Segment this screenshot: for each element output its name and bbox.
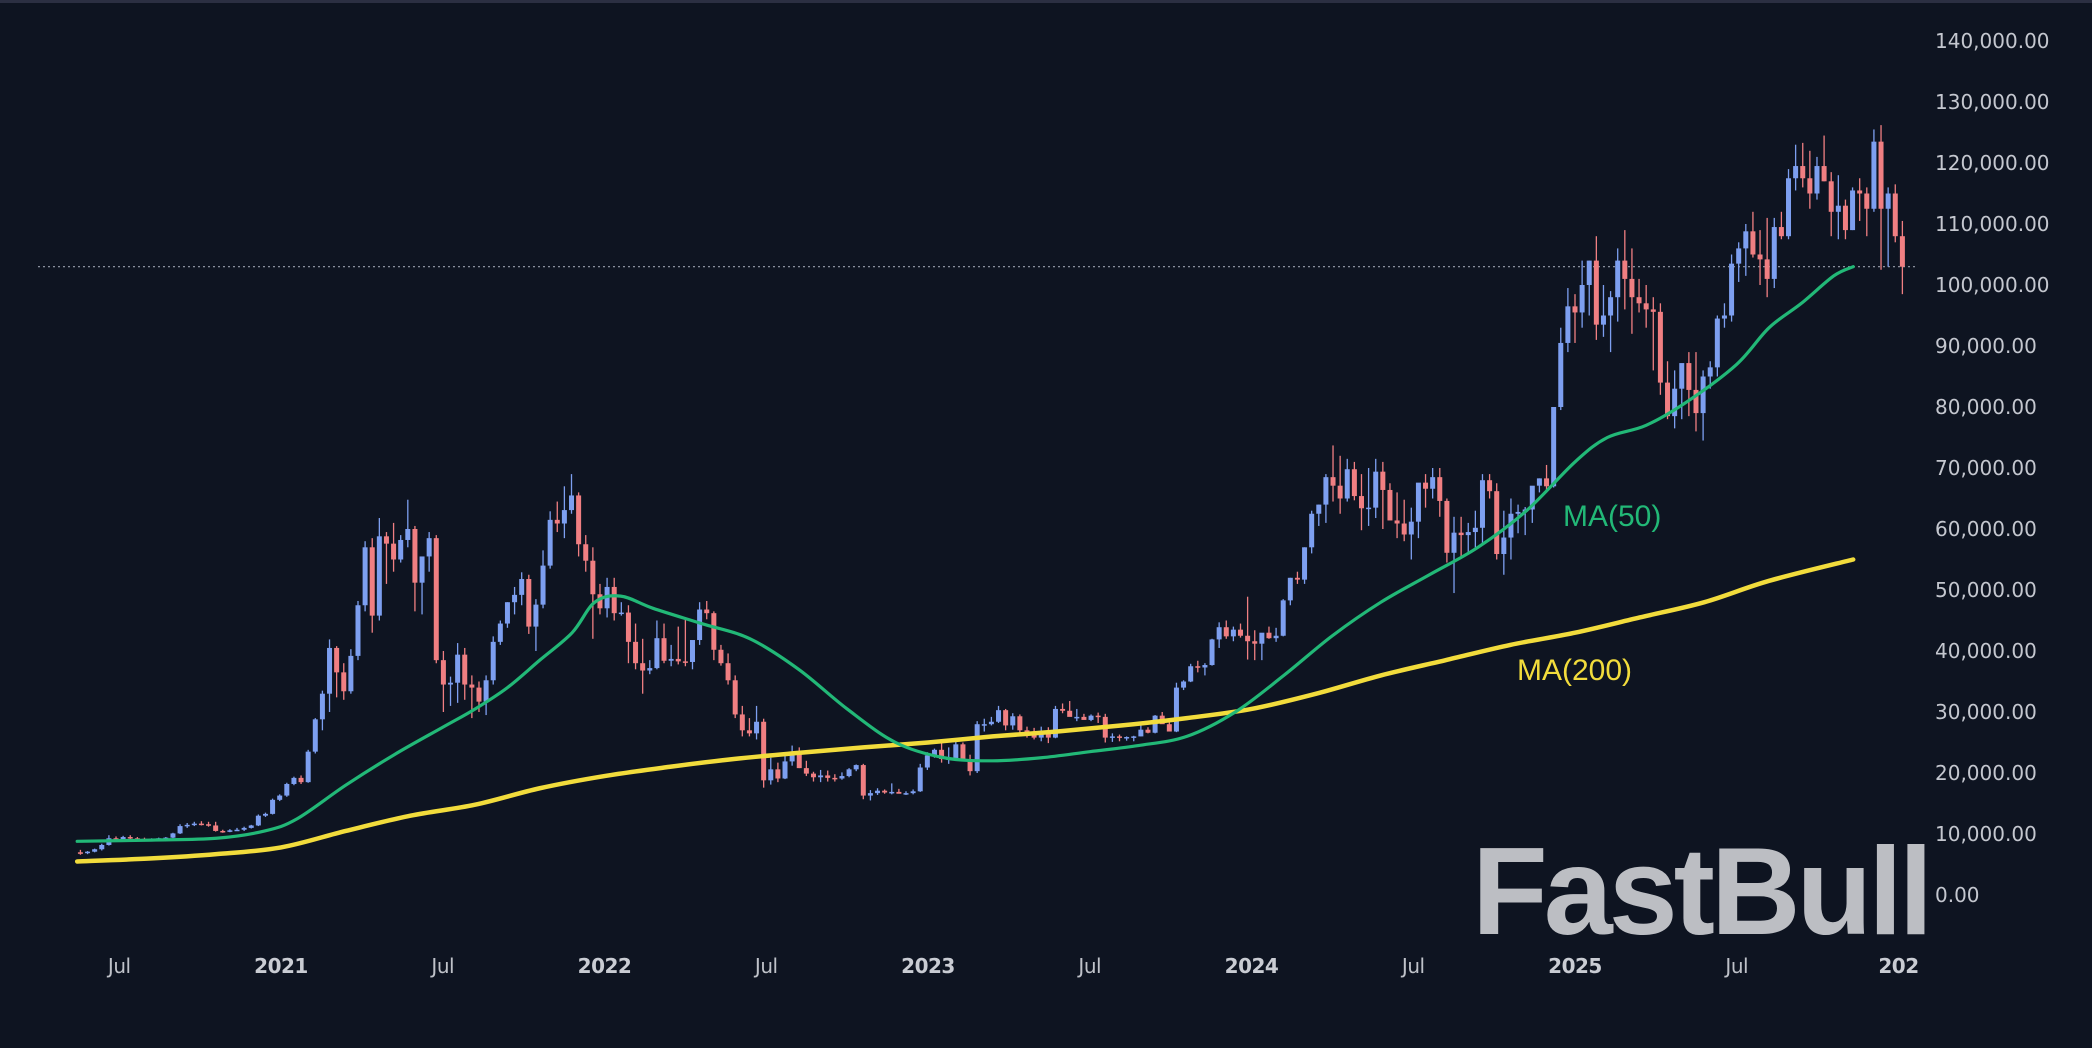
x-tick-label: Jul xyxy=(1725,954,1749,978)
x-tick-label: 2025 xyxy=(1548,954,1602,978)
y-tick-label: 70,000.00 xyxy=(1935,456,2037,480)
ma50-label: MA(50) xyxy=(1563,500,1662,533)
x-tick-label: 2021 xyxy=(254,954,308,978)
y-tick-label: 60,000.00 xyxy=(1935,517,2037,541)
ma200-label: MA(200) xyxy=(1517,654,1633,687)
y-tick-label: 100,000.00 xyxy=(1935,273,2050,297)
y-tick-label: 30,000.00 xyxy=(1935,700,2037,724)
y-tick-label: 10,000.00 xyxy=(1935,822,2037,846)
ma50-line xyxy=(75,265,1855,843)
ma200-line xyxy=(74,557,1856,864)
candles-group xyxy=(77,125,1905,855)
y-tick-label: 40,000.00 xyxy=(1935,639,2037,663)
fastbull-watermark-logo: FastBull xyxy=(1472,823,1933,961)
x-tick-label: 2024 xyxy=(1224,954,1279,978)
x-tick-label: 202 xyxy=(1878,954,1919,978)
y-tick-label: 110,000.00 xyxy=(1935,212,2050,236)
y-tick-label: 130,000.00 xyxy=(1935,90,2050,114)
x-tick-label: Jul xyxy=(431,954,455,978)
top-border xyxy=(0,0,2092,3)
y-tick-label: 90,000.00 xyxy=(1935,334,2037,358)
x-tick-label: Jul xyxy=(107,954,131,978)
x-tick-label: Jul xyxy=(1078,954,1102,978)
x-tick-label: Jul xyxy=(1401,954,1425,978)
y-tick-label: 120,000.00 xyxy=(1935,151,2050,175)
x-tick-label: Jul xyxy=(754,954,778,978)
y-tick-label: 140,000.00 xyxy=(1935,29,2050,53)
y-tick-label: 80,000.00 xyxy=(1935,395,2037,419)
x-tick-label: 2022 xyxy=(577,954,632,978)
y-tick-label: 50,000.00 xyxy=(1935,578,2037,602)
y-tick-label: 0.00 xyxy=(1935,883,1980,907)
y-tick-label: 20,000.00 xyxy=(1935,761,2037,785)
x-tick-label: 2023 xyxy=(901,954,955,978)
